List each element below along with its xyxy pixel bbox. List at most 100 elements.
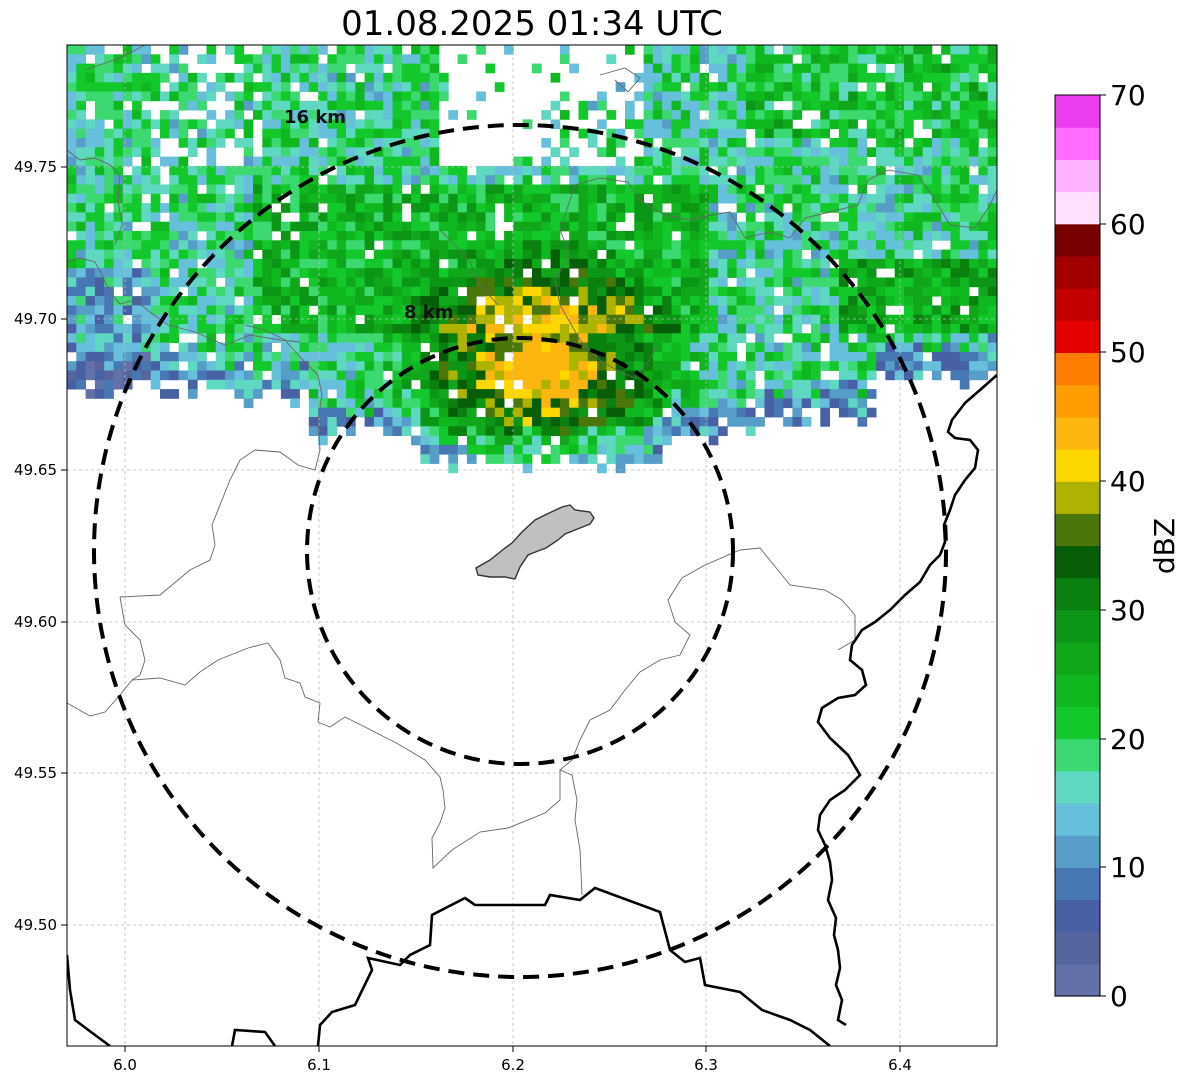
radar-echo-cell — [578, 100, 589, 111]
radar-echo-cell — [931, 221, 942, 232]
radar-echo-cell — [941, 277, 951, 288]
radar-echo-cell — [885, 54, 896, 64]
colorbar-tick-label: 60 — [1110, 208, 1146, 241]
radar-echo-cell — [85, 175, 96, 185]
radar-echo-cell — [346, 333, 356, 343]
radar-echo-cell — [876, 286, 886, 297]
radar-echo-cell — [290, 286, 300, 297]
radar-echo-cell — [634, 417, 644, 427]
radar-echo-cell — [587, 184, 598, 195]
radar-echo-cell — [271, 54, 282, 64]
radar-echo-cell — [727, 54, 737, 64]
radar-echo-cell — [811, 379, 821, 390]
radar-echo-cell — [522, 193, 533, 204]
radar-echo-cell — [160, 203, 170, 213]
radar-echo-cell — [876, 324, 886, 334]
radar-echo-cell — [569, 314, 579, 325]
radar-echo-cell — [634, 240, 644, 250]
radar-echo-cell — [113, 305, 124, 316]
radar-echo-cell — [978, 342, 989, 353]
radar-echo-cell — [420, 444, 431, 455]
radar-echo-cell — [439, 417, 449, 427]
radar-echo-cell — [690, 231, 700, 241]
radar-echo-cell — [838, 175, 849, 185]
radar-echo-cell — [411, 184, 421, 195]
radar-echo-cell — [904, 231, 914, 241]
radar-echo-cell — [327, 54, 338, 64]
radar-echo-cell — [420, 165, 431, 176]
radar-echo-cell — [262, 258, 272, 269]
radar-echo-cell — [94, 138, 105, 148]
radar-echo-cell — [485, 417, 496, 427]
radar-echo-cell — [346, 165, 356, 176]
radar-echo-cell — [318, 231, 328, 241]
radar-echo-cell — [262, 249, 272, 260]
radar-echo-cell — [355, 82, 365, 92]
radar-echo-cell — [736, 240, 747, 250]
radar-echo-cell — [541, 324, 551, 334]
radar-echo-cell — [876, 305, 886, 316]
radar-echo-cell — [755, 203, 765, 213]
radar-echo-cell — [94, 165, 105, 176]
radar-echo-cell — [132, 249, 142, 260]
radar-echo-cell — [866, 333, 877, 343]
radar-echo-cell — [122, 63, 133, 74]
radar-echo-cell — [941, 296, 951, 306]
radar-echo-cell — [690, 407, 700, 418]
radar-echo-cell — [811, 54, 821, 64]
radar-echo-cell — [225, 379, 235, 390]
radar-echo-cell — [801, 193, 812, 204]
radar-echo-cell — [429, 417, 440, 427]
radar-echo-cell — [597, 193, 607, 204]
radar-echo-cell — [978, 119, 989, 130]
radar-echo-cell — [745, 203, 756, 213]
radar-echo-cell — [401, 119, 412, 130]
radar-echo-cell — [206, 128, 217, 139]
radar-echo-cell — [643, 333, 654, 343]
radar-echo-cell — [346, 119, 356, 130]
radar-echo-cell — [820, 165, 830, 176]
radar-echo-cell — [578, 165, 589, 176]
radar-echo-cell — [104, 305, 114, 316]
radar-echo-cell — [773, 240, 784, 250]
radar-echo-cell — [476, 91, 486, 102]
radar-echo-cell — [187, 203, 198, 213]
radar-echo-cell — [922, 305, 933, 316]
radar-echo-cell — [708, 333, 719, 343]
radar-echo-cell — [671, 100, 682, 111]
radar-echo-cell — [122, 342, 133, 353]
radar-echo-cell — [532, 258, 542, 269]
radar-echo-cell — [290, 45, 300, 55]
radar-echo-cell — [243, 333, 254, 343]
radar-echo-cell — [755, 351, 765, 362]
radar-echo-cell — [848, 258, 858, 269]
radar-echo-cell — [876, 119, 886, 130]
radar-echo-cell — [745, 63, 756, 74]
radar-echo-cell — [94, 91, 105, 102]
radar-echo-cell — [420, 175, 431, 185]
radar-echo-cell — [662, 435, 672, 446]
radar-echo-cell — [718, 361, 728, 371]
radar-echo-cell — [373, 100, 384, 111]
radar-echo-cell — [978, 54, 989, 64]
radar-echo-cell — [187, 286, 198, 297]
radar-echo-cell — [355, 342, 365, 353]
radar-echo-cell — [736, 361, 747, 371]
radar-echo-cell — [299, 82, 310, 92]
radar-echo-cell — [764, 324, 775, 334]
radar-echo-cell — [997, 175, 1007, 185]
radar-echo-cell — [931, 91, 942, 102]
radar-echo-cell — [197, 240, 207, 250]
radar-echo-cell — [373, 193, 384, 204]
radar-echo-cell — [913, 258, 923, 269]
radar-echo-cell — [420, 435, 431, 446]
radar-echo-cell — [280, 379, 291, 390]
radar-echo-cell — [718, 389, 728, 399]
radar-echo-cell — [811, 342, 821, 353]
radar-echo-cell — [550, 426, 561, 436]
radar-echo-cell — [959, 128, 970, 139]
radar-echo-cell — [448, 417, 458, 427]
radar-echo-cell — [578, 444, 589, 455]
radar-echo-cell — [355, 296, 365, 306]
radar-echo-cell — [606, 324, 617, 334]
